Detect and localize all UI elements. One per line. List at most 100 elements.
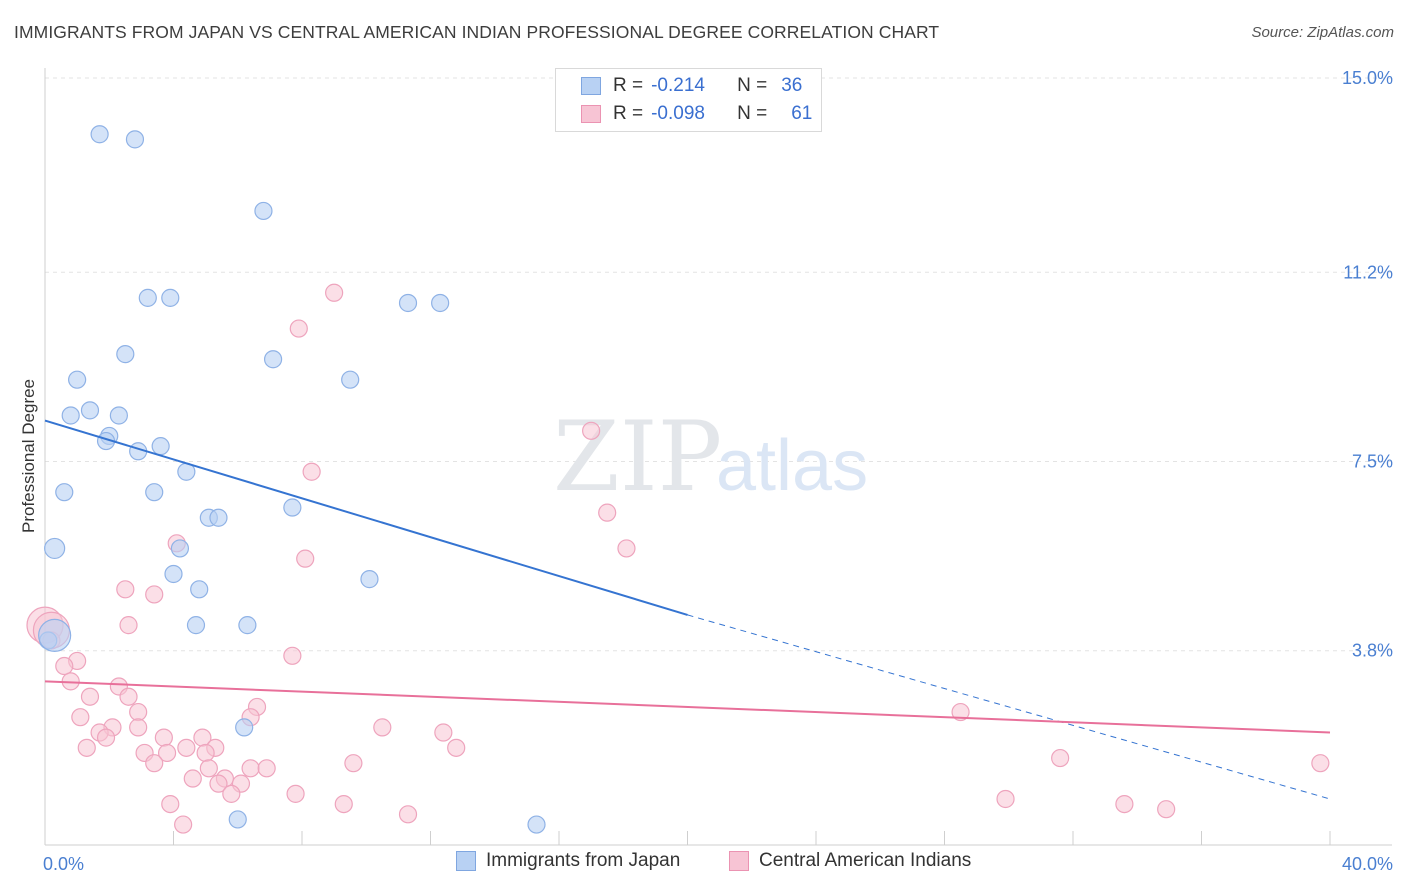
japan-point bbox=[235, 718, 254, 737]
japan-point bbox=[164, 564, 183, 584]
legend-item-japan: Immigrants from Japan bbox=[456, 850, 680, 872]
japan-point bbox=[254, 201, 273, 221]
cai-point bbox=[55, 656, 74, 676]
cai-point bbox=[129, 702, 148, 722]
japan-point bbox=[238, 616, 257, 635]
legend-label-cai: Central American Indians bbox=[759, 850, 972, 871]
cai-point bbox=[257, 759, 276, 778]
cai-point bbox=[129, 718, 148, 737]
cai-point bbox=[334, 794, 353, 814]
japan-swatch bbox=[581, 77, 601, 95]
cai-point bbox=[71, 708, 90, 727]
japan-trend-extension bbox=[687, 614, 1331, 800]
japan-point bbox=[116, 345, 135, 364]
japan-point bbox=[341, 370, 360, 389]
series-central-american-indians bbox=[26, 283, 1330, 834]
japan-point bbox=[228, 810, 247, 829]
cai-point bbox=[1157, 800, 1176, 819]
cai-point bbox=[116, 580, 135, 599]
japan-point bbox=[125, 130, 145, 149]
japan-point bbox=[360, 570, 379, 589]
cai-point bbox=[161, 794, 180, 814]
cai-point bbox=[447, 738, 466, 757]
japan-point bbox=[190, 580, 209, 599]
tick-labels: 3.8% 7.5% 11.2% 15.0% 0.0% 40.0% bbox=[43, 68, 1393, 874]
cai-point bbox=[598, 503, 617, 522]
cai-point bbox=[951, 702, 970, 722]
cai-point bbox=[1115, 794, 1134, 814]
y-axis-label: Professional Degree bbox=[19, 379, 38, 533]
japan-point bbox=[398, 293, 418, 313]
cai-swatch bbox=[581, 105, 601, 123]
cai-point bbox=[145, 754, 164, 773]
cai-point bbox=[1311, 754, 1330, 773]
cai-point bbox=[119, 616, 138, 635]
japan-point bbox=[90, 125, 109, 144]
japan-point bbox=[109, 406, 128, 425]
cai-point bbox=[119, 687, 138, 706]
japan-point bbox=[145, 483, 164, 502]
cai-point bbox=[96, 728, 116, 747]
cai-point bbox=[283, 646, 302, 665]
cai-point bbox=[196, 743, 215, 763]
watermark-atlas: atlas bbox=[716, 426, 868, 506]
japan-point bbox=[38, 618, 72, 652]
japan-point bbox=[170, 539, 190, 558]
cai-point bbox=[302, 462, 321, 481]
japan-legend-swatch bbox=[456, 851, 476, 871]
cai-point bbox=[222, 784, 241, 803]
n-label: N = bbox=[737, 75, 768, 96]
cai-point bbox=[177, 738, 196, 757]
trend-lines bbox=[44, 419, 1331, 800]
cai-point bbox=[373, 718, 392, 737]
japan-point bbox=[80, 401, 100, 420]
cai-point bbox=[1051, 748, 1070, 768]
cai-point bbox=[157, 743, 177, 763]
legend-row-cai: R = -0.098 N = 61 bbox=[556, 100, 812, 128]
cai-point bbox=[80, 687, 100, 706]
cai-point bbox=[434, 723, 453, 742]
source-note: Source: ZipAtlas.com bbox=[1251, 24, 1394, 41]
cai-point bbox=[996, 789, 1015, 809]
r-value: -0.214 bbox=[651, 75, 705, 96]
japan-point bbox=[55, 483, 74, 502]
cai-point bbox=[174, 815, 193, 834]
japan-point bbox=[283, 498, 302, 517]
cai-point bbox=[183, 769, 202, 788]
axis-layer bbox=[44, 68, 1392, 846]
r-value: -0.098 bbox=[651, 103, 705, 124]
cai-point bbox=[325, 283, 344, 302]
y-tick-label: 11.2% bbox=[1343, 262, 1393, 282]
japan-point bbox=[68, 370, 87, 389]
series-legend: Immigrants from Japan Central American I… bbox=[0, 850, 1406, 878]
japan-trend-line bbox=[44, 419, 688, 616]
japan-point bbox=[263, 350, 283, 369]
japan-point bbox=[151, 437, 170, 456]
watermark: ZIP atlas bbox=[553, 401, 868, 513]
y-tick-label: 15.0% bbox=[1342, 68, 1393, 88]
chart-title: IMMIGRANTS FROM JAPAN VS CENTRAL AMERICA… bbox=[14, 22, 940, 42]
japan-point bbox=[209, 508, 228, 527]
japan-point bbox=[138, 288, 157, 307]
cai-point bbox=[154, 728, 173, 747]
cai-point bbox=[617, 539, 636, 558]
cai-point bbox=[209, 774, 228, 793]
y-tick-label: 3.8% bbox=[1352, 641, 1393, 661]
x-tick-label: 40.0% bbox=[1342, 854, 1393, 874]
cai-point bbox=[199, 759, 218, 778]
cai-legend-swatch bbox=[729, 851, 749, 871]
cai-point bbox=[77, 738, 96, 757]
japan-point bbox=[161, 288, 180, 307]
cai-point bbox=[398, 805, 418, 824]
japan-point bbox=[527, 815, 546, 834]
series-immigrants-from-japan bbox=[38, 125, 546, 834]
grid-layer bbox=[45, 77, 1392, 652]
correlation-legend: R = -0.214 N = 36 R = -0.098 N = 61 bbox=[555, 68, 822, 132]
cai-point bbox=[241, 759, 260, 778]
watermark-zip: ZIP bbox=[553, 401, 722, 513]
n-value: 36 bbox=[781, 75, 803, 96]
cai-trend-line bbox=[44, 680, 1331, 734]
cai-point bbox=[344, 754, 363, 773]
y-tick-label: 7.5% bbox=[1352, 452, 1393, 472]
